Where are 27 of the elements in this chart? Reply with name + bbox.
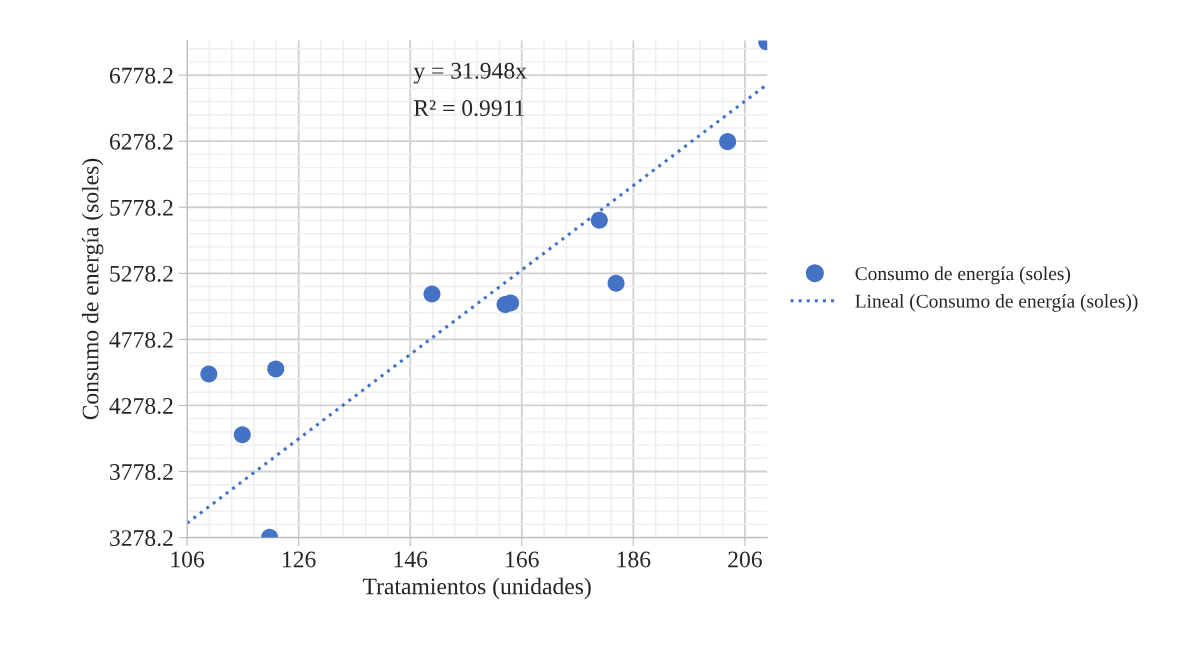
x-tick-label: 166 — [506, 551, 539, 568]
point — [719, 133, 737, 151]
legend-label: Consumo de energía (soles) — [855, 266, 1071, 285]
y-tick-label: 4778.2 — [109, 331, 173, 348]
y-tick-label: 6278.2 — [109, 133, 173, 150]
annotation: R² = 0.9911 — [414, 100, 524, 117]
x-tick-label: 146 — [394, 551, 428, 568]
legend-label: Lineal (Consumo de energía (soles)) — [855, 294, 1138, 312]
y-tick-label: 3278.2 — [110, 530, 173, 547]
x-axis-title: Tratamientos (unidades) — [362, 577, 591, 600]
point — [607, 274, 625, 292]
x-tick-label: 106 — [171, 551, 205, 568]
y-tick-label: 3778.2 — [110, 464, 173, 481]
x-tick-label: 186 — [617, 551, 651, 568]
point — [423, 285, 441, 303]
point — [233, 426, 251, 444]
x-tick-label: 206 — [728, 551, 762, 568]
point — [200, 365, 218, 383]
y-tick-label: 6778.2 — [109, 67, 173, 84]
y-axis-title: Consumo de energía (soles) — [81, 158, 104, 420]
y-tick-label: 5778.2 — [110, 199, 173, 216]
y-tick-label: 4278.2 — [109, 397, 173, 414]
x-tick-label: 126 — [283, 551, 316, 568]
annotation: y = 31.948x — [413, 62, 527, 84]
point — [590, 211, 608, 229]
y-tick-label: 5278.2 — [110, 265, 173, 282]
point — [267, 360, 285, 378]
